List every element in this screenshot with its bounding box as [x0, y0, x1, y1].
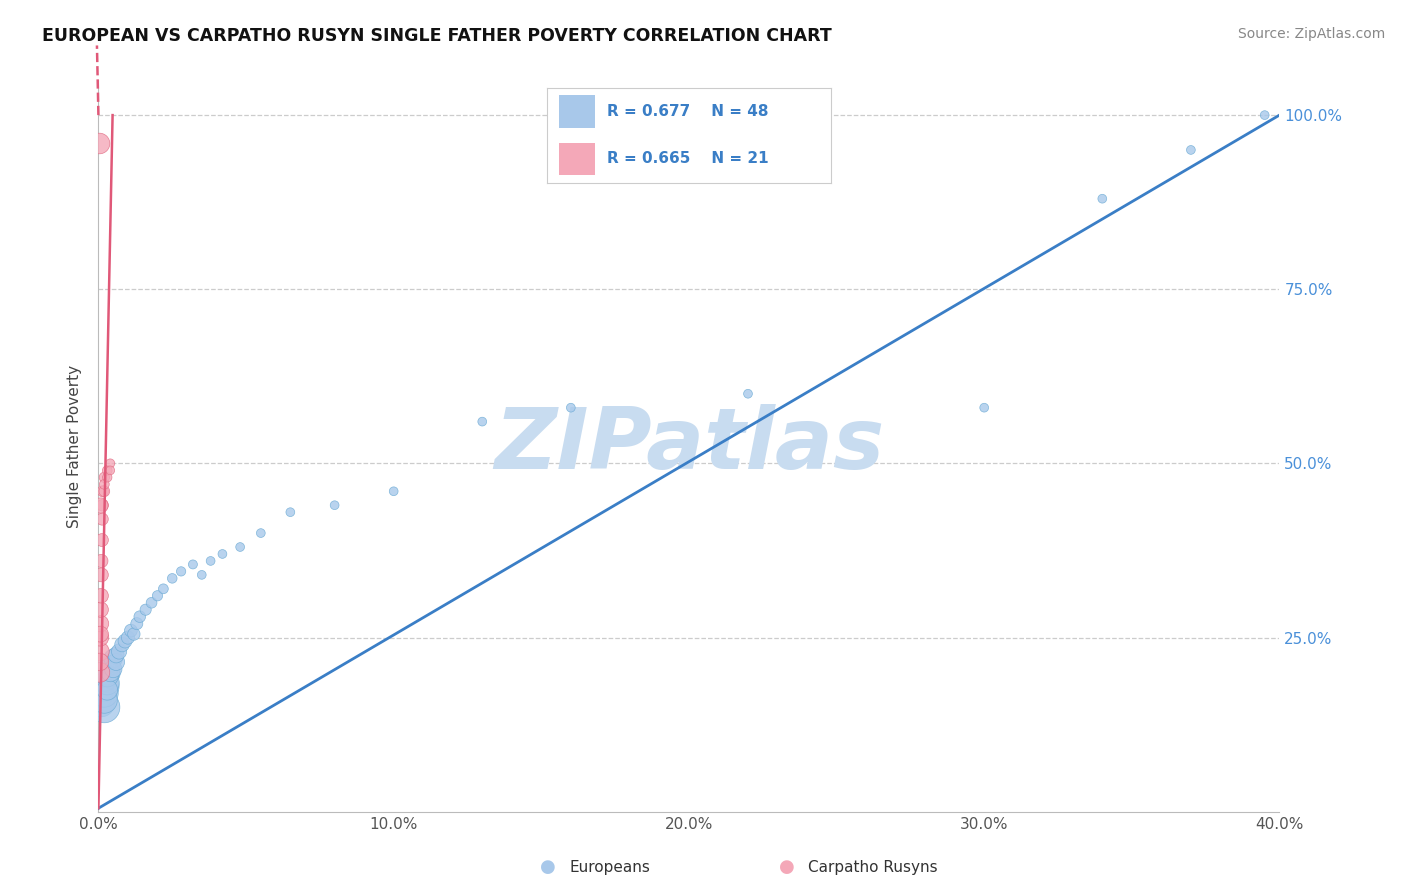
- Point: [191, 567, 214, 582]
- Point: [91, 498, 114, 512]
- Point: [125, 616, 148, 631]
- Text: Europeans: Europeans: [569, 860, 651, 874]
- Text: Carpatho Rusyns: Carpatho Rusyns: [808, 860, 938, 874]
- Point: [90, 697, 112, 711]
- Point: [105, 655, 128, 669]
- Point: [111, 638, 134, 652]
- Point: [152, 582, 174, 596]
- Point: [89, 498, 111, 512]
- Point: [96, 463, 118, 477]
- Point: [93, 470, 115, 484]
- Text: ●: ●: [540, 858, 557, 876]
- Point: [89, 627, 111, 641]
- Point: [973, 401, 995, 415]
- Point: [278, 505, 302, 519]
- Point: [93, 700, 115, 714]
- Point: [1254, 108, 1277, 122]
- Point: [323, 498, 346, 512]
- Point: [382, 484, 405, 499]
- Point: [122, 627, 145, 641]
- Text: Source: ZipAtlas.com: Source: ZipAtlas.com: [1237, 27, 1385, 41]
- Point: [90, 567, 112, 582]
- Point: [560, 401, 582, 415]
- Text: EUROPEAN VS CARPATHO RUSYN SINGLE FATHER POVERTY CORRELATION CHART: EUROPEAN VS CARPATHO RUSYN SINGLE FATHER…: [42, 27, 832, 45]
- Point: [96, 470, 118, 484]
- Point: [91, 484, 114, 499]
- Point: [89, 665, 111, 680]
- Y-axis label: Single Father Poverty: Single Father Poverty: [67, 365, 83, 527]
- Point: [103, 651, 125, 665]
- Point: [146, 589, 169, 603]
- Point: [128, 609, 150, 624]
- Point: [96, 682, 118, 697]
- Point: [229, 540, 252, 554]
- Point: [90, 554, 112, 568]
- Point: [737, 386, 759, 401]
- Point: [103, 662, 125, 676]
- Point: [89, 136, 111, 150]
- Point: [120, 624, 142, 638]
- Point: [93, 693, 115, 707]
- Point: [471, 415, 494, 429]
- Point: [98, 658, 121, 673]
- Point: [117, 631, 139, 645]
- Point: [96, 665, 118, 680]
- Point: [91, 533, 114, 547]
- Point: [93, 484, 115, 499]
- Point: [200, 554, 222, 568]
- Point: [135, 603, 157, 617]
- Point: [170, 565, 193, 579]
- Point: [105, 648, 128, 662]
- Point: [90, 603, 112, 617]
- Point: [93, 477, 115, 491]
- Point: [211, 547, 233, 561]
- Point: [98, 665, 121, 680]
- Point: [114, 634, 136, 648]
- Point: [93, 686, 115, 700]
- Point: [141, 596, 163, 610]
- Point: [90, 589, 112, 603]
- Point: [108, 644, 131, 658]
- Point: [89, 644, 111, 658]
- Point: [1091, 192, 1114, 206]
- Text: ●: ●: [779, 858, 796, 876]
- Point: [90, 690, 112, 704]
- Point: [181, 558, 204, 572]
- Text: ZIPatlas: ZIPatlas: [494, 404, 884, 488]
- Point: [89, 655, 111, 669]
- Point: [96, 676, 118, 690]
- Point: [1180, 143, 1202, 157]
- Point: [162, 571, 183, 585]
- Point: [96, 669, 118, 683]
- Point: [98, 457, 121, 471]
- Point: [89, 631, 111, 645]
- Point: [90, 682, 112, 697]
- Point: [250, 526, 273, 541]
- Point: [91, 512, 114, 526]
- Point: [89, 616, 111, 631]
- Point: [98, 463, 121, 477]
- Point: [93, 679, 115, 693]
- Point: [93, 673, 115, 687]
